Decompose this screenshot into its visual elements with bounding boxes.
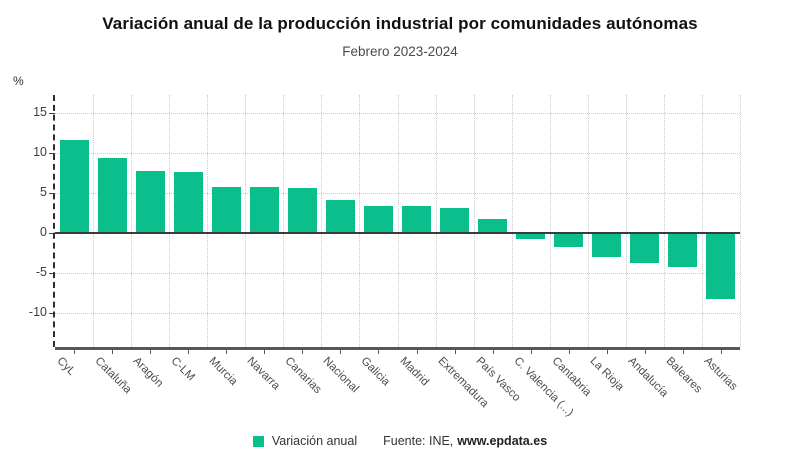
x-axis-tick [568, 350, 570, 354]
x-axis-tick [530, 350, 532, 354]
x-axis-label: Navarra [244, 355, 283, 393]
vertical-gridline [397, 95, 399, 347]
horizontal-gridline [55, 193, 740, 194]
x-axis-tick [264, 350, 266, 354]
vertical-gridline [663, 95, 665, 347]
x-axis-label: Cataluña [92, 355, 134, 397]
horizontal-gridline [55, 153, 740, 154]
y-axis-tick [49, 153, 55, 154]
x-axis [55, 347, 740, 350]
bar[interactable] [516, 233, 546, 240]
vertical-gridline [625, 95, 627, 347]
bar[interactable] [554, 233, 584, 248]
vertical-gridline [169, 95, 171, 347]
horizontal-gridline [55, 273, 740, 274]
vertical-gridline [549, 95, 551, 347]
bar[interactable] [592, 233, 622, 257]
horizontal-gridline [55, 313, 740, 314]
y-axis-tick [49, 313, 55, 314]
x-axis-label: Murcia [206, 355, 240, 388]
x-axis-tick [682, 350, 684, 354]
x-axis-label: Aragón [130, 355, 166, 390]
y-axis-label: 10 [33, 145, 47, 159]
vertical-gridline [359, 95, 361, 347]
bar[interactable] [630, 233, 660, 264]
x-axis-tick [606, 350, 608, 354]
y-axis-label: 5 [40, 185, 47, 199]
y-axis [53, 95, 55, 347]
vertical-gridline [207, 95, 209, 347]
vertical-gridline [93, 95, 95, 347]
x-axis-label: Canarias [282, 355, 324, 397]
bar[interactable] [249, 187, 279, 233]
vertical-gridline [473, 95, 475, 347]
bar[interactable] [363, 205, 393, 233]
x-axis-tick [302, 350, 304, 354]
y-axis-unit-label: % [13, 74, 24, 88]
bar[interactable] [59, 140, 89, 233]
bar[interactable] [706, 233, 736, 299]
x-axis-label: Nacional [320, 355, 362, 396]
vertical-gridline [511, 95, 513, 347]
y-axis-tick [49, 233, 55, 234]
x-axis-tick [150, 350, 152, 354]
y-axis-tick [49, 273, 55, 274]
x-axis-tick [454, 350, 456, 354]
vertical-gridline [701, 95, 703, 347]
y-axis-label: -5 [35, 265, 47, 279]
y-axis-tick [49, 113, 55, 114]
bar[interactable] [135, 170, 165, 233]
x-axis-tick [416, 350, 418, 354]
bar[interactable] [402, 205, 432, 233]
x-axis-tick [340, 350, 342, 354]
y-axis-label: -10 [28, 305, 47, 319]
bar[interactable] [287, 188, 317, 233]
vertical-gridline [283, 95, 285, 347]
x-axis-tick [492, 350, 494, 354]
x-axis-label: Madrid [397, 355, 431, 389]
y-axis-label: 0 [40, 225, 47, 239]
x-axis-tick [74, 350, 76, 354]
legend-swatch-icon [252, 435, 264, 447]
legend-item-variacion-anual[interactable]: Variación anual [252, 434, 358, 448]
x-axis-label: La Rioja [587, 355, 626, 394]
x-axis-label: C-LM [168, 355, 198, 384]
chart-subtitle: Febrero 2023-2024 [342, 44, 458, 59]
source-prefix: Fuente: INE, [383, 434, 454, 448]
vertical-gridline [740, 95, 741, 347]
x-axis-label: Galicia [358, 355, 393, 389]
bar[interactable] [478, 219, 508, 233]
y-axis-label: 15 [33, 105, 47, 119]
x-axis-tick [720, 350, 722, 354]
vertical-gridline [131, 95, 133, 347]
x-axis-tick [112, 350, 114, 354]
source-line: Fuente: INE, www.epdata.es [383, 434, 547, 448]
horizontal-gridline [55, 113, 740, 114]
x-axis-tick [226, 350, 228, 354]
x-axis-label: CyL [54, 355, 78, 378]
bar[interactable] [325, 200, 355, 233]
bar[interactable] [173, 172, 203, 233]
bar[interactable] [97, 157, 127, 233]
bar[interactable] [211, 187, 241, 233]
legend-and-source-row: Variación anual Fuente: INE, www.epdata.… [0, 431, 800, 451]
legend-label: Variación anual [271, 434, 358, 448]
y-axis-tick [49, 193, 55, 194]
chart-title: Variación anual de la producción industr… [102, 14, 698, 33]
x-axis-label: Asturias [701, 355, 740, 393]
bar[interactable] [668, 233, 698, 268]
x-axis-tick [378, 350, 380, 354]
x-axis-tick [644, 350, 646, 354]
vertical-gridline [587, 95, 589, 347]
source-site-link[interactable]: www.epdata.es [457, 434, 548, 448]
x-axis-label: Baleares [663, 355, 705, 396]
bar[interactable] [440, 208, 470, 233]
zero-line [55, 232, 740, 234]
vertical-gridline [321, 95, 323, 347]
x-axis-tick [188, 350, 190, 354]
vertical-gridline [245, 95, 247, 347]
vertical-gridline [435, 95, 437, 347]
